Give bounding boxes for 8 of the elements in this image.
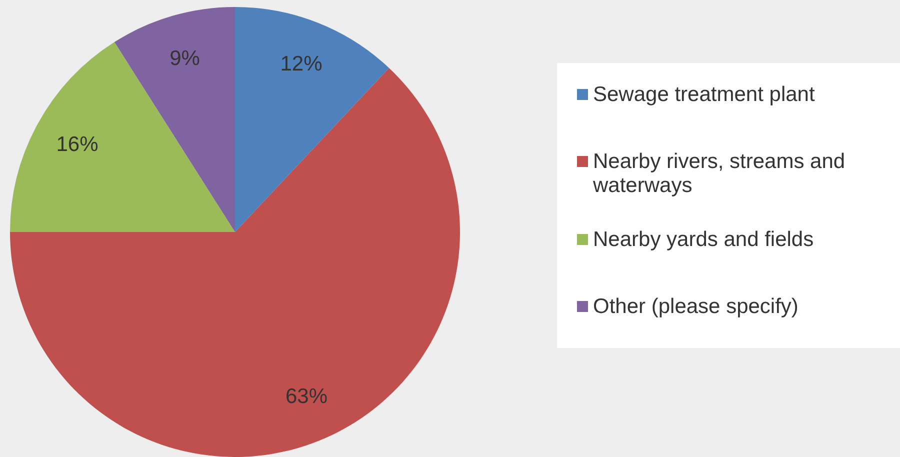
legend-label: Other (please specify) <box>593 295 798 319</box>
legend-label: Nearby yards and fields <box>593 228 814 252</box>
legend-label: Sewage treatment plant <box>593 83 815 107</box>
legend-label: Nearby rivers, streams and waterways <box>593 150 846 198</box>
data-label: 16% <box>56 133 98 156</box>
data-label: 63% <box>285 384 328 408</box>
data-label: 9% <box>170 46 200 70</box>
data-label: 12% <box>280 52 322 76</box>
